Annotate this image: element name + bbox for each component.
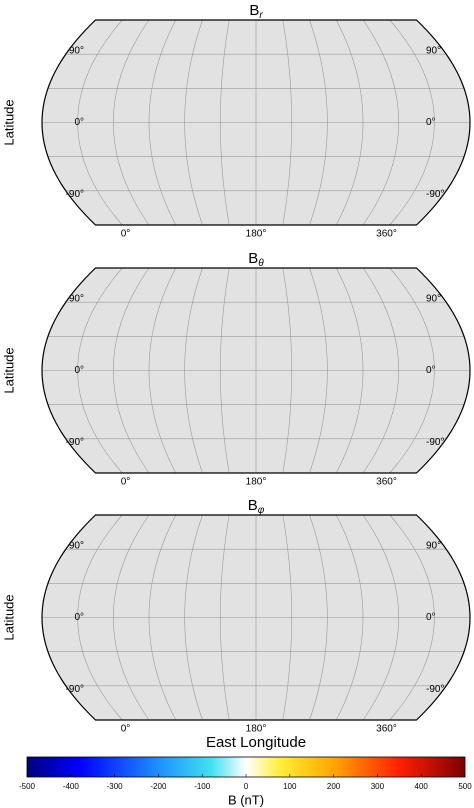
y-axis-label: Latitude	[1, 347, 16, 393]
y-tick-label-right: -90°	[426, 684, 444, 695]
x-tick-label: 180°	[246, 724, 267, 735]
colorbar-tick-label: -300	[107, 782, 124, 791]
panel-title: Bφ	[248, 497, 265, 516]
y-tick-label-right: 0°	[426, 117, 436, 128]
y-tick-label: 0°	[74, 612, 84, 623]
panel-title: Br	[249, 2, 263, 21]
title-subscript: r	[259, 10, 263, 21]
colorbar-tick-label: 0	[244, 782, 249, 791]
x-tick-label: 0°	[121, 724, 131, 735]
x-tick-label: 360°	[376, 477, 397, 488]
colorbar-tick-label: 400	[415, 782, 429, 791]
colorbar-tick-label: -400	[63, 782, 80, 791]
title-main: B	[248, 250, 258, 267]
y-tick-label: -90°	[66, 684, 84, 695]
y-tick-label-right: 0°	[426, 612, 436, 623]
x-tick-label: 0°	[121, 229, 131, 240]
y-axis-label: Latitude	[1, 594, 16, 640]
map-outline	[41, 19, 471, 226]
y-tick-label: -90°	[66, 437, 84, 448]
colorbar-tick-label: -200	[150, 782, 167, 791]
map-outline	[41, 514, 471, 721]
y-tick-label-right: 90°	[426, 540, 441, 551]
map-outline	[41, 267, 471, 474]
colorbar-tick-label: 100	[283, 782, 297, 791]
title-main: B	[248, 497, 258, 514]
x-axis-label: East Longitude	[206, 734, 306, 751]
colorbar-tick-label: 300	[371, 782, 385, 791]
y-tick-label: 0°	[74, 117, 84, 128]
x-tick-label: 180°	[246, 477, 267, 488]
x-tick-label: 360°	[376, 229, 397, 240]
x-tick-label: 0°	[121, 477, 131, 488]
y-tick-label: 90°	[69, 540, 84, 551]
y-tick-label-right: -90°	[426, 437, 444, 448]
y-tick-label-right: 90°	[426, 45, 441, 56]
x-tick-label: 180°	[246, 229, 267, 240]
title-subscript: θ	[258, 258, 264, 269]
y-axis-label: Latitude	[1, 99, 16, 145]
panel-title: Bθ	[248, 250, 264, 269]
y-tick-label: 0°	[74, 365, 84, 376]
colorbar-tick-label: -500	[19, 782, 36, 791]
x-tick-label: 360°	[376, 724, 397, 735]
colorbar-tick-label: -100	[194, 782, 211, 791]
y-tick-label: -90°	[66, 189, 84, 200]
y-tick-label: 90°	[69, 293, 84, 304]
title-main: B	[249, 2, 259, 19]
title-subscript: φ	[258, 505, 265, 516]
colorbar-label: B (nT)	[228, 792, 264, 807]
y-tick-label: 90°	[69, 45, 84, 56]
colorbar-tick-label: 200	[327, 782, 341, 791]
y-tick-label-right: 90°	[426, 293, 441, 304]
y-tick-label-right: -90°	[426, 189, 444, 200]
colorbar-tick-label: 500	[458, 782, 472, 791]
y-tick-label-right: 0°	[426, 365, 436, 376]
